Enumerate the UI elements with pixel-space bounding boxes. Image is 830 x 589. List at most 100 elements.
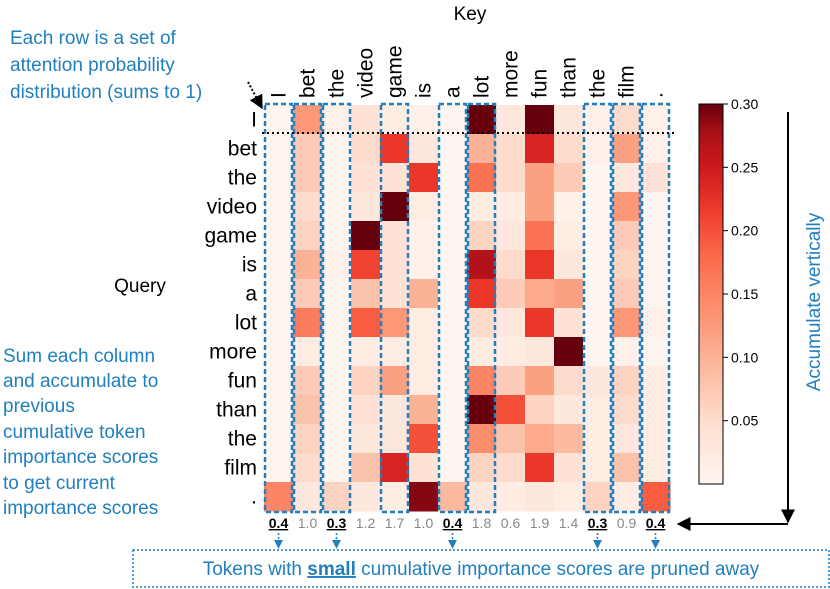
heatmap-cell	[554, 395, 584, 425]
heatmap-cell	[612, 192, 642, 222]
heatmap-cell	[351, 424, 381, 454]
column-score-label: 0.6	[501, 515, 521, 531]
heatmap-cell	[612, 395, 642, 425]
heatmap-cell	[612, 366, 642, 396]
heatmap-cell	[380, 453, 410, 483]
heatmap-cell	[583, 105, 613, 135]
heatmap-cell	[351, 279, 381, 309]
heatmap-cell	[351, 482, 381, 512]
heatmap-cell	[438, 395, 468, 425]
heatmap-cell	[641, 308, 671, 338]
key-tick-label: .	[645, 92, 668, 98]
heatmap-cell	[264, 163, 294, 193]
heatmap-cell	[525, 482, 555, 512]
heatmap-cell	[525, 192, 555, 222]
heatmap-cell	[641, 424, 671, 454]
heatmap-cell	[467, 163, 497, 193]
heatmap-cell	[351, 105, 381, 135]
heatmap-cell	[351, 221, 381, 251]
query-tick-label: bet	[228, 138, 257, 161]
heatmap-cell	[264, 192, 294, 222]
heatmap-cell	[496, 424, 526, 454]
heatmap-cell	[409, 279, 439, 309]
heatmap-cell	[409, 192, 439, 222]
heatmap-cell	[351, 192, 381, 222]
heatmap-cell	[641, 163, 671, 193]
heatmap-cell	[554, 221, 584, 251]
key-tick-label: bet	[297, 69, 320, 98]
heatmap-cell	[293, 366, 323, 396]
heatmap-cell	[641, 482, 671, 512]
heatmap-cell	[554, 308, 584, 338]
heatmap-cell	[322, 308, 352, 338]
heatmap-cell	[496, 395, 526, 425]
key-tick-label: than	[558, 57, 581, 98]
heatmap-cell	[641, 366, 671, 396]
query-tick-label: film	[224, 457, 257, 480]
key-tick-label: game	[384, 45, 407, 98]
heatmap-cell	[293, 424, 323, 454]
heatmap-cell	[322, 337, 352, 367]
heatmap-cell	[612, 482, 642, 512]
query-tick-label: game	[204, 225, 257, 248]
heatmap-cell	[467, 250, 497, 280]
colorbar-tick-label: 0.20	[731, 223, 758, 239]
heatmap-cell	[264, 308, 294, 338]
heatmap-cell	[467, 279, 497, 309]
heatmap-cell	[525, 337, 555, 367]
row-note-line-2: attention probability	[10, 55, 175, 76]
row-note-line-1: Each row is a set of	[10, 28, 177, 49]
heatmap-cell	[641, 192, 671, 222]
heatmap-cell	[293, 482, 323, 512]
heatmap-cell	[438, 250, 468, 280]
heatmap-cell	[293, 279, 323, 309]
heatmap-cell	[496, 366, 526, 396]
heatmap-cell	[351, 134, 381, 164]
column-score-label: 1.8	[472, 515, 492, 531]
heatmap-cell	[583, 163, 613, 193]
colorbar-tick-label: 0.25	[731, 159, 758, 175]
heatmap-cell	[380, 366, 410, 396]
column-note-line-1: Sum each column	[3, 346, 155, 367]
heatmap-cell	[380, 395, 410, 425]
heatmap-cell	[293, 105, 323, 135]
key-tick-label: I	[268, 92, 291, 98]
heatmap-cell	[293, 134, 323, 164]
key-tick-label: more	[500, 50, 523, 98]
heatmap-cell	[525, 395, 555, 425]
heatmap-cell	[409, 395, 439, 425]
heatmap-cell	[554, 337, 584, 367]
heatmap-cell	[583, 482, 613, 512]
column-score-label: 0.9	[617, 515, 637, 531]
heatmap-cell	[612, 308, 642, 338]
heatmap-cell	[525, 424, 555, 454]
heatmap-cell	[496, 482, 526, 512]
query-tick-label: the	[228, 167, 257, 190]
key-tick-label: the	[587, 69, 610, 98]
pruned-column-box	[437, 102, 468, 514]
key-tick-label: film	[616, 65, 639, 98]
column-score-label: 0.3	[588, 515, 608, 531]
heatmap-cell	[322, 424, 352, 454]
column-score-label: 1.2	[356, 515, 376, 531]
heatmap-cell	[612, 337, 642, 367]
column-score-label: 0.4	[443, 515, 463, 531]
heatmap-cell	[380, 424, 410, 454]
heatmap-cell	[525, 279, 555, 309]
column-note-line-5: importance scores	[3, 447, 158, 468]
query-tick-label: fun	[228, 370, 257, 393]
heatmap-cell	[641, 453, 671, 483]
heatmap-cell	[583, 279, 613, 309]
pruned-note-box	[132, 549, 830, 588]
heatmap-cell	[496, 134, 526, 164]
heatmap-cell	[293, 163, 323, 193]
column-note: Sum each column and accumulate to previo…	[3, 346, 158, 519]
heatmap-cell	[322, 482, 352, 512]
column-sum-box	[292, 102, 323, 514]
heatmap-cell	[554, 453, 584, 483]
heatmap-cell	[525, 453, 555, 483]
key-tick-label: lot	[471, 76, 494, 98]
heatmap-cell	[583, 250, 613, 280]
key-tick-label: a	[442, 86, 465, 98]
